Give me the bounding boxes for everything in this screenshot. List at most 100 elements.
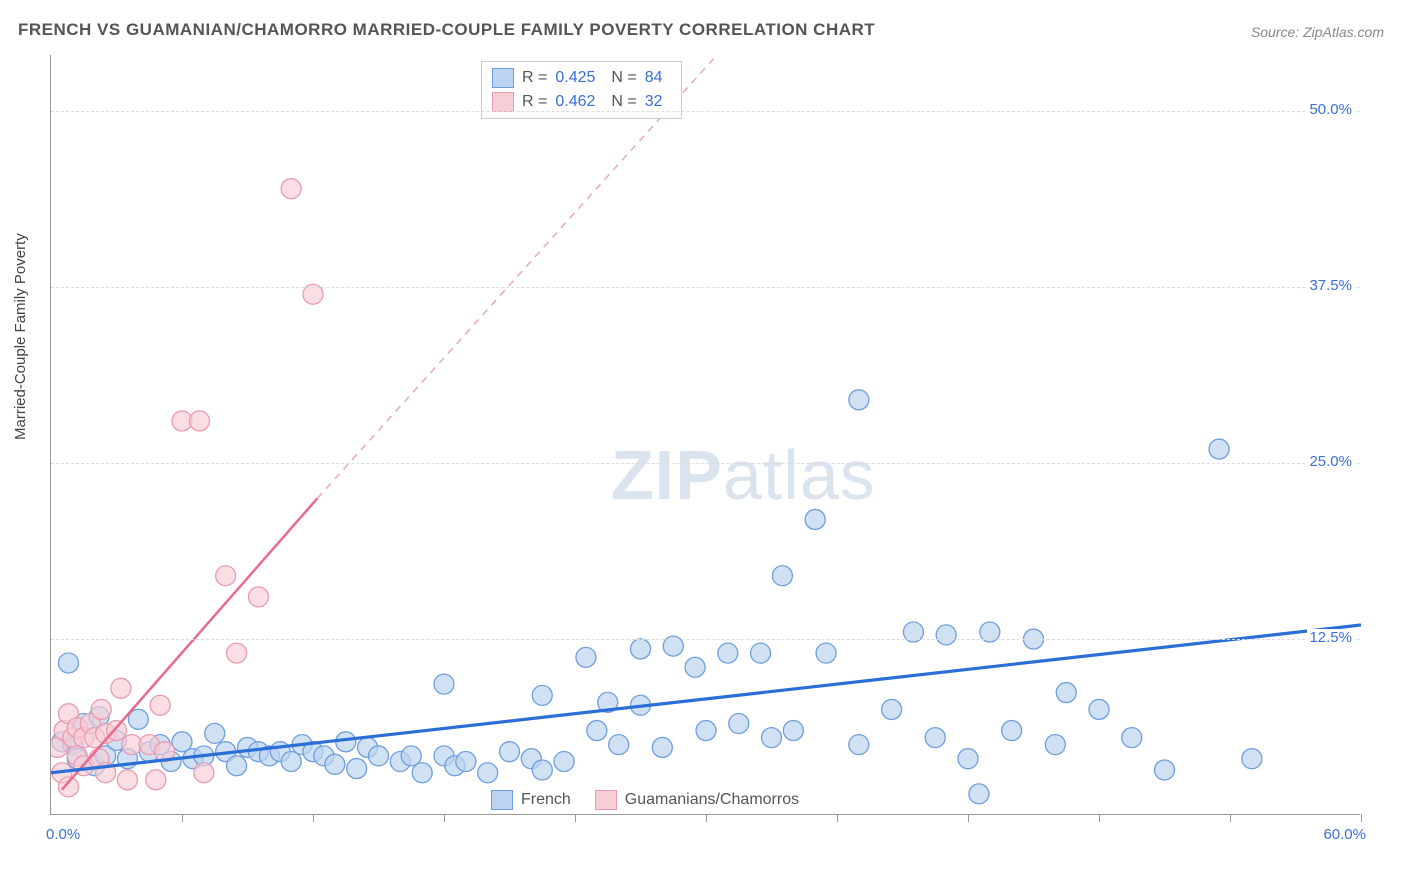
gridline	[51, 111, 1360, 112]
gridline	[51, 463, 1360, 464]
y-axis-title: Married-Couple Family Poverty	[12, 233, 29, 440]
point-french	[685, 657, 705, 677]
point-guamanian	[150, 695, 170, 715]
legend-item: French	[491, 790, 571, 810]
legend-label: French	[521, 791, 571, 809]
x-tick	[1361, 814, 1362, 822]
point-french	[369, 746, 389, 766]
x-axis-max-label: 60.0%	[1323, 826, 1366, 843]
x-axis-min-label: 0.0%	[46, 826, 80, 843]
trendline-french	[51, 625, 1361, 773]
point-french	[783, 721, 803, 741]
point-french	[58, 653, 78, 673]
point-guamanian	[189, 411, 209, 431]
point-french	[554, 752, 574, 772]
point-french	[718, 643, 738, 663]
r-label: R =	[522, 66, 547, 90]
point-french	[500, 742, 520, 762]
y-tick-label: 50.0%	[1307, 101, 1354, 118]
point-french	[1209, 439, 1229, 459]
x-tick	[837, 814, 838, 822]
point-french	[762, 728, 782, 748]
point-french	[849, 390, 869, 410]
y-tick-label: 25.0%	[1307, 453, 1354, 470]
point-french	[434, 674, 454, 694]
point-french	[456, 752, 476, 772]
point-guamanian	[107, 721, 127, 741]
point-french	[1155, 760, 1175, 780]
page-container: FRENCH VS GUAMANIAN/CHAMORRO MARRIED-COU…	[0, 0, 1406, 892]
point-french	[576, 647, 596, 667]
point-guamanian	[58, 777, 78, 797]
trendline-guamanian-extrapolated	[317, 55, 717, 498]
point-french	[958, 749, 978, 769]
x-tick	[1099, 814, 1100, 822]
point-guamanian	[111, 678, 131, 698]
x-tick	[968, 814, 969, 822]
stats-row: R = 0.425 N = 84	[492, 66, 671, 90]
point-guamanian	[248, 587, 268, 607]
swatch-pink-icon	[492, 92, 514, 112]
source-label: Source:	[1251, 24, 1303, 40]
point-french	[1045, 735, 1065, 755]
point-french	[729, 714, 749, 734]
point-french	[1242, 749, 1262, 769]
point-french	[347, 759, 367, 779]
swatch-blue-icon	[491, 790, 513, 810]
point-guamanian	[117, 770, 137, 790]
legend-item: Guamanians/Chamorros	[595, 790, 799, 810]
point-french	[609, 735, 629, 755]
x-tick	[313, 814, 314, 822]
point-french	[205, 723, 225, 743]
swatch-pink-icon	[595, 790, 617, 810]
point-french	[925, 728, 945, 748]
point-french	[1056, 683, 1076, 703]
y-tick-label: 12.5%	[1307, 629, 1354, 646]
point-guamanian	[216, 566, 236, 586]
point-french	[478, 763, 498, 783]
point-guamanian	[227, 643, 247, 663]
plot-svg	[51, 55, 1361, 815]
series-legend: French Guamanians/Chamorros	[491, 790, 799, 810]
point-french	[882, 699, 902, 719]
x-tick	[444, 814, 445, 822]
point-french	[772, 566, 792, 586]
y-tick-label: 37.5%	[1307, 277, 1354, 294]
point-french	[936, 625, 956, 645]
chart-area: ZIPatlas R = 0.425 N = 84 R =	[50, 55, 1360, 815]
point-french	[532, 760, 552, 780]
point-french	[969, 784, 989, 804]
point-guamanian	[91, 699, 111, 719]
point-french	[849, 735, 869, 755]
source-attribution: Source: ZipAtlas.com	[1251, 24, 1384, 40]
chart-title: FRENCH VS GUAMANIAN/CHAMORRO MARRIED-COU…	[18, 20, 875, 40]
point-guamanian	[146, 770, 166, 790]
point-french	[325, 754, 345, 774]
x-tick	[182, 814, 183, 822]
point-guamanian	[194, 763, 214, 783]
plot-region: ZIPatlas R = 0.425 N = 84 R =	[50, 55, 1360, 815]
x-tick	[575, 814, 576, 822]
x-tick	[1230, 814, 1231, 822]
point-french	[412, 763, 432, 783]
point-french	[652, 737, 672, 757]
point-french	[1002, 721, 1022, 741]
n-value: 84	[645, 66, 671, 90]
point-french	[587, 721, 607, 741]
point-french	[751, 643, 771, 663]
point-french	[631, 639, 651, 659]
x-tick	[706, 814, 707, 822]
source-value: ZipAtlas.com	[1303, 24, 1384, 40]
swatch-blue-icon	[492, 68, 514, 88]
point-french	[816, 643, 836, 663]
point-french	[1122, 728, 1142, 748]
gridline	[51, 287, 1360, 288]
point-french	[805, 509, 825, 529]
point-french	[1089, 699, 1109, 719]
n-label: N =	[611, 66, 636, 90]
point-french	[227, 756, 247, 776]
point-french	[532, 685, 552, 705]
legend-label: Guamanians/Chamorros	[625, 791, 799, 809]
r-value: 0.425	[555, 66, 603, 90]
point-french	[696, 721, 716, 741]
